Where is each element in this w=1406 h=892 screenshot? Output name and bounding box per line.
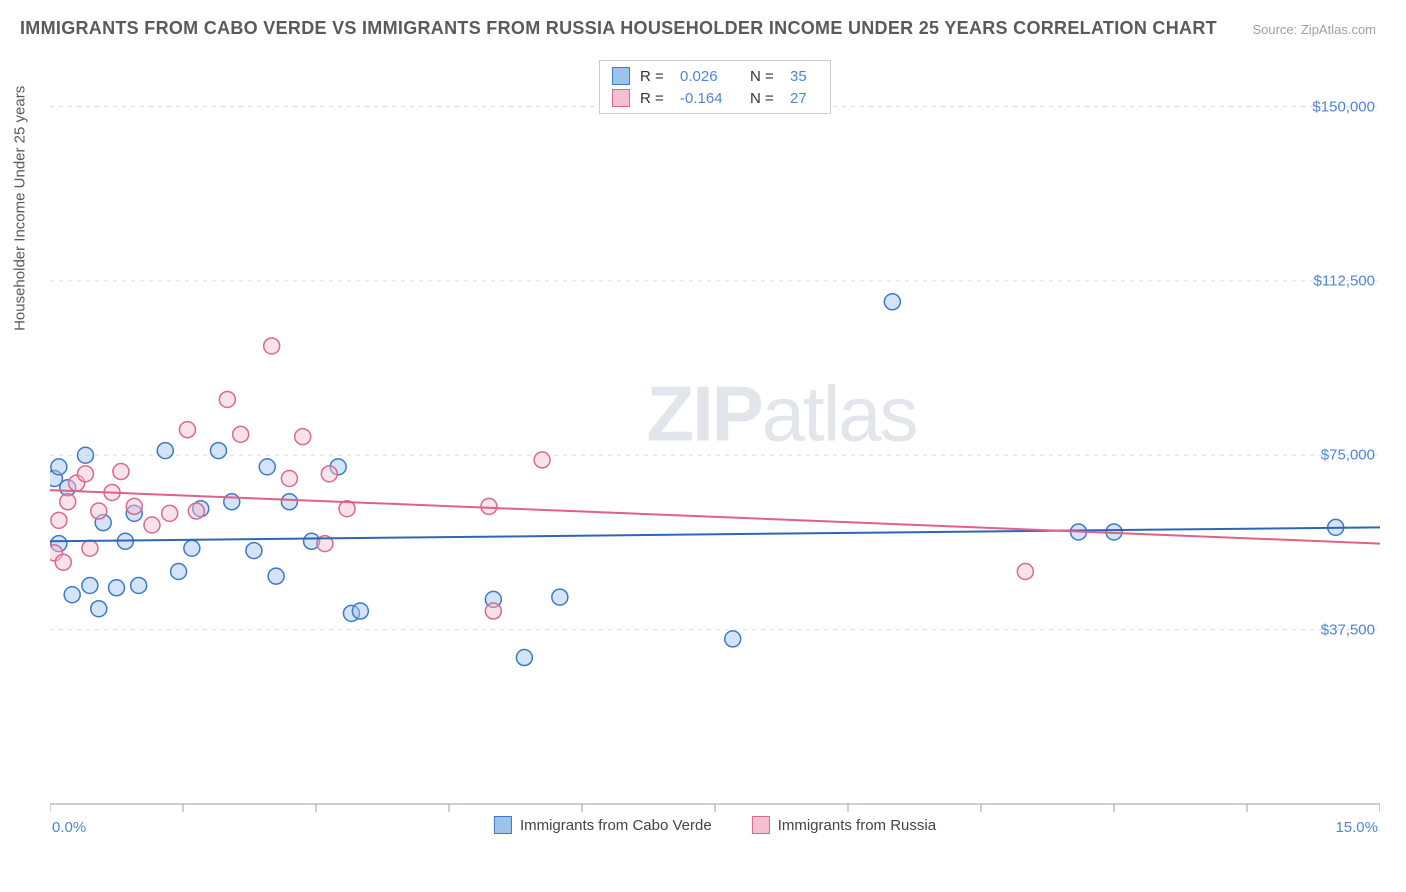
r-label: R = xyxy=(640,90,670,107)
y-axis-label: Householder Income Under 25 years xyxy=(12,86,29,331)
trend-line xyxy=(50,527,1380,541)
data-point xyxy=(157,443,173,459)
chart-svg xyxy=(50,60,1380,830)
r-label: R = xyxy=(640,68,670,85)
n-label: N = xyxy=(750,90,780,107)
data-point xyxy=(295,429,311,445)
data-point xyxy=(552,589,568,605)
data-point xyxy=(233,426,249,442)
swatch-russia-icon xyxy=(752,816,770,834)
plot-area: Householder Income Under 25 years ZIPatl… xyxy=(50,60,1380,830)
data-point xyxy=(51,459,67,475)
data-point xyxy=(82,540,98,556)
data-point xyxy=(51,512,67,528)
legend-label-russia: Immigrants from Russia xyxy=(778,817,936,834)
data-point xyxy=(725,631,741,647)
data-point xyxy=(481,498,497,514)
chart-title: IMMIGRANTS FROM CABO VERDE VS IMMIGRANTS… xyxy=(20,18,1217,39)
swatch-cabo-icon xyxy=(494,816,512,834)
legend-row-russia: R = -0.164 N = 27 xyxy=(612,87,818,109)
series-legend: Immigrants from Cabo Verde Immigrants fr… xyxy=(494,816,936,834)
data-point xyxy=(264,338,280,354)
data-point xyxy=(259,459,275,475)
data-point xyxy=(144,517,160,533)
data-point xyxy=(91,601,107,617)
data-point xyxy=(281,471,297,487)
data-point xyxy=(210,443,226,459)
data-point xyxy=(184,540,200,556)
data-point xyxy=(516,650,532,666)
r-value-cabo: 0.026 xyxy=(680,68,740,85)
y-tick-label: $37,500 xyxy=(1321,621,1375,638)
y-tick-label: $112,500 xyxy=(1314,272,1375,289)
legend-item-cabo: Immigrants from Cabo Verde xyxy=(494,816,712,834)
n-label: N = xyxy=(750,68,780,85)
data-point xyxy=(109,580,125,596)
data-point xyxy=(60,494,76,510)
data-point xyxy=(131,577,147,593)
source-attribution: Source: ZipAtlas.com xyxy=(1252,22,1376,37)
legend-item-russia: Immigrants from Russia xyxy=(752,816,936,834)
correlation-legend: R = 0.026 N = 35 R = -0.164 N = 27 xyxy=(599,60,831,114)
data-point xyxy=(55,554,71,570)
x-axis-min: 0.0% xyxy=(52,819,86,836)
n-value-cabo: 35 xyxy=(790,68,818,85)
data-point xyxy=(268,568,284,584)
data-point xyxy=(281,494,297,510)
data-point xyxy=(113,464,129,480)
data-point xyxy=(485,603,501,619)
y-tick-label: $75,000 xyxy=(1321,447,1375,464)
x-axis-max: 15.0% xyxy=(1335,819,1378,836)
data-point xyxy=(224,494,240,510)
n-value-russia: 27 xyxy=(790,90,818,107)
data-point xyxy=(82,577,98,593)
data-point xyxy=(321,466,337,482)
data-point xyxy=(219,391,235,407)
swatch-russia xyxy=(612,89,630,107)
data-point xyxy=(188,503,204,519)
data-point xyxy=(91,503,107,519)
swatch-cabo xyxy=(612,67,630,85)
y-tick-label: $150,000 xyxy=(1312,98,1375,115)
legend-row-cabo: R = 0.026 N = 35 xyxy=(612,65,818,87)
data-point xyxy=(352,603,368,619)
data-point xyxy=(884,294,900,310)
data-point xyxy=(534,452,550,468)
data-point xyxy=(162,505,178,521)
data-point xyxy=(1017,564,1033,580)
data-point xyxy=(179,422,195,438)
data-point xyxy=(126,498,142,514)
data-point xyxy=(171,564,187,580)
legend-label-cabo: Immigrants from Cabo Verde xyxy=(520,817,712,834)
data-point xyxy=(64,587,80,603)
r-value-russia: -0.164 xyxy=(680,90,740,107)
data-point xyxy=(77,466,93,482)
data-point xyxy=(246,543,262,559)
data-point xyxy=(77,447,93,463)
trend-line xyxy=(50,490,1380,543)
